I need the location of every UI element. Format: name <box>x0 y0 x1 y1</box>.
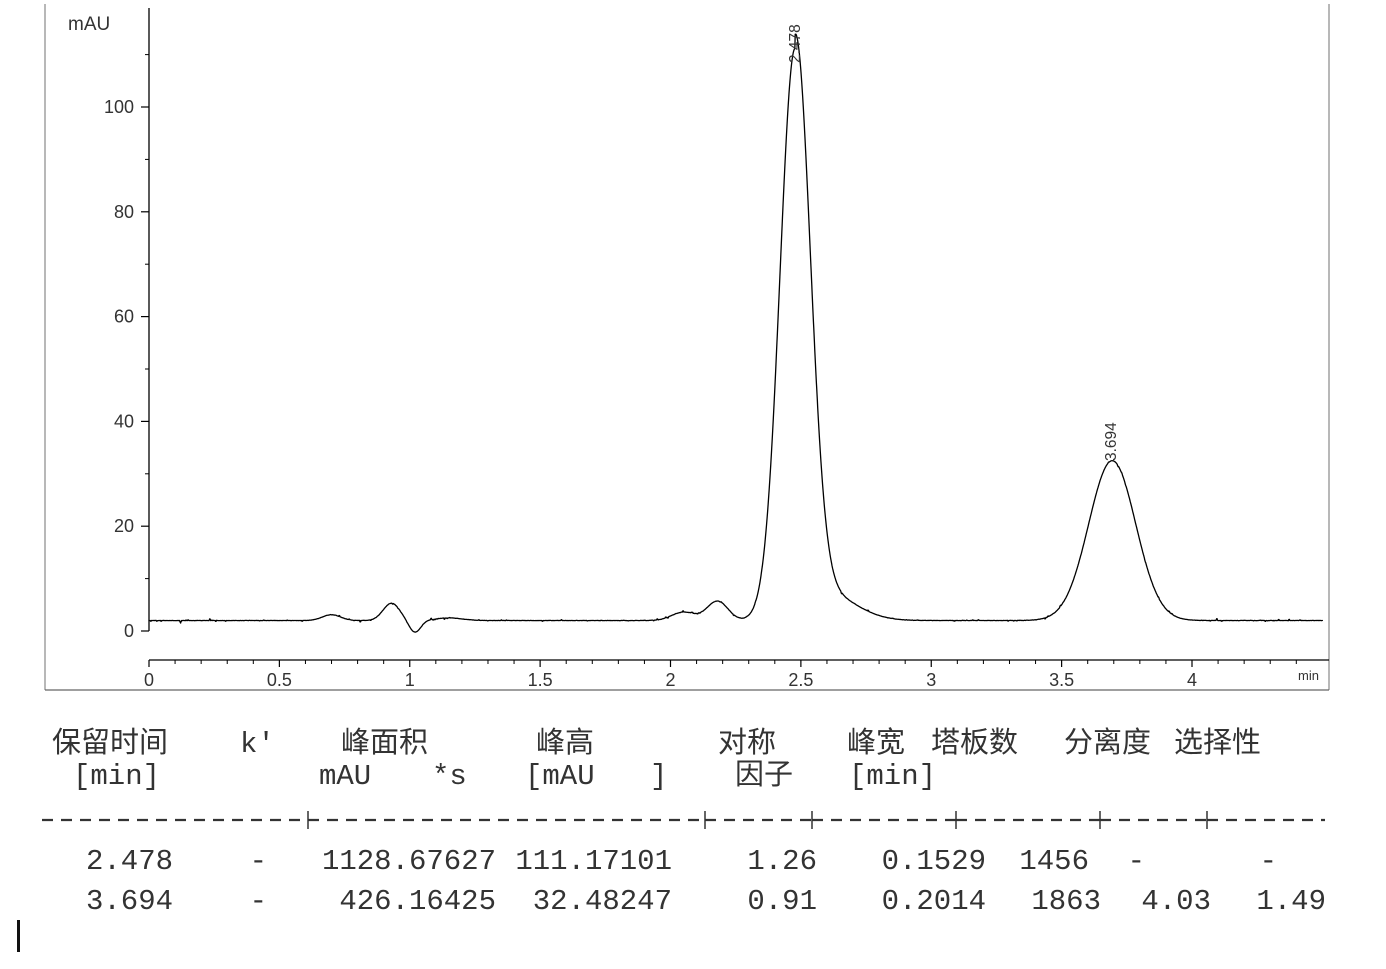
svg-text:4: 4 <box>1187 670 1197 690</box>
svg-text:*s: *s <box>432 760 467 793</box>
svg-text:3.694: 3.694 <box>1103 422 1120 461</box>
svg-text:分离度: 分离度 <box>1064 726 1151 761</box>
svg-text:1863: 1863 <box>1031 885 1101 918</box>
svg-text:3.694: 3.694 <box>86 885 173 918</box>
svg-text:[mAU: [mAU <box>525 760 595 793</box>
svg-text:min: min <box>1298 668 1319 683</box>
svg-text:0.91: 0.91 <box>747 885 817 918</box>
svg-text:塔板数: 塔板数 <box>931 726 1018 761</box>
svg-text:保留时间: 保留时间 <box>52 726 168 761</box>
svg-text:1.49: 1.49 <box>1256 885 1326 918</box>
svg-text:峰面积: 峰面积 <box>341 726 428 761</box>
svg-text:4.03: 4.03 <box>1141 885 1211 918</box>
svg-text:2.478: 2.478 <box>86 845 173 878</box>
svg-text:1.26: 1.26 <box>747 845 817 878</box>
svg-text:峰宽: 峰宽 <box>847 726 905 761</box>
svg-text:426.16425: 426.16425 <box>339 885 496 918</box>
svg-text:-: - <box>250 845 267 878</box>
svg-text:选择性: 选择性 <box>1174 726 1261 761</box>
svg-text:1128.67627: 1128.67627 <box>322 845 496 878</box>
svg-text:-: - <box>1128 845 1145 878</box>
svg-text:111.17101: 111.17101 <box>515 845 672 878</box>
svg-text:mAU: mAU <box>319 760 371 793</box>
svg-text:[min]: [min] <box>849 760 936 793</box>
svg-text:对称: 对称 <box>718 726 776 761</box>
svg-text:3: 3 <box>926 670 936 690</box>
svg-text:100: 100 <box>104 97 134 117</box>
svg-text:-: - <box>250 885 267 918</box>
svg-text:-: - <box>1260 845 1277 878</box>
svg-text:0.2014: 0.2014 <box>882 885 986 918</box>
svg-text:3.5: 3.5 <box>1049 670 1074 690</box>
svg-text:0: 0 <box>144 670 154 690</box>
svg-text:]: ] <box>650 760 667 793</box>
svg-text:k': k' <box>240 728 275 761</box>
svg-text:20: 20 <box>114 516 134 536</box>
svg-text:峰高: 峰高 <box>536 726 594 761</box>
svg-text:0.1529: 0.1529 <box>882 845 986 878</box>
svg-text:80: 80 <box>114 202 134 222</box>
svg-text:0: 0 <box>124 621 134 641</box>
svg-text:[min]: [min] <box>73 760 160 793</box>
svg-text:mAU: mAU <box>68 14 110 35</box>
svg-text:因子: 因子 <box>735 760 793 793</box>
svg-text:1456: 1456 <box>1019 845 1089 878</box>
svg-text:2.478: 2.478 <box>787 24 804 63</box>
svg-text:60: 60 <box>114 307 134 327</box>
svg-text:40: 40 <box>114 411 134 431</box>
svg-text:1.5: 1.5 <box>528 670 553 690</box>
svg-text:32.48247: 32.48247 <box>533 885 672 918</box>
svg-text:2.5: 2.5 <box>788 670 813 690</box>
svg-text:1: 1 <box>405 670 415 690</box>
svg-text:0.5: 0.5 <box>267 670 292 690</box>
svg-text:2: 2 <box>665 670 675 690</box>
